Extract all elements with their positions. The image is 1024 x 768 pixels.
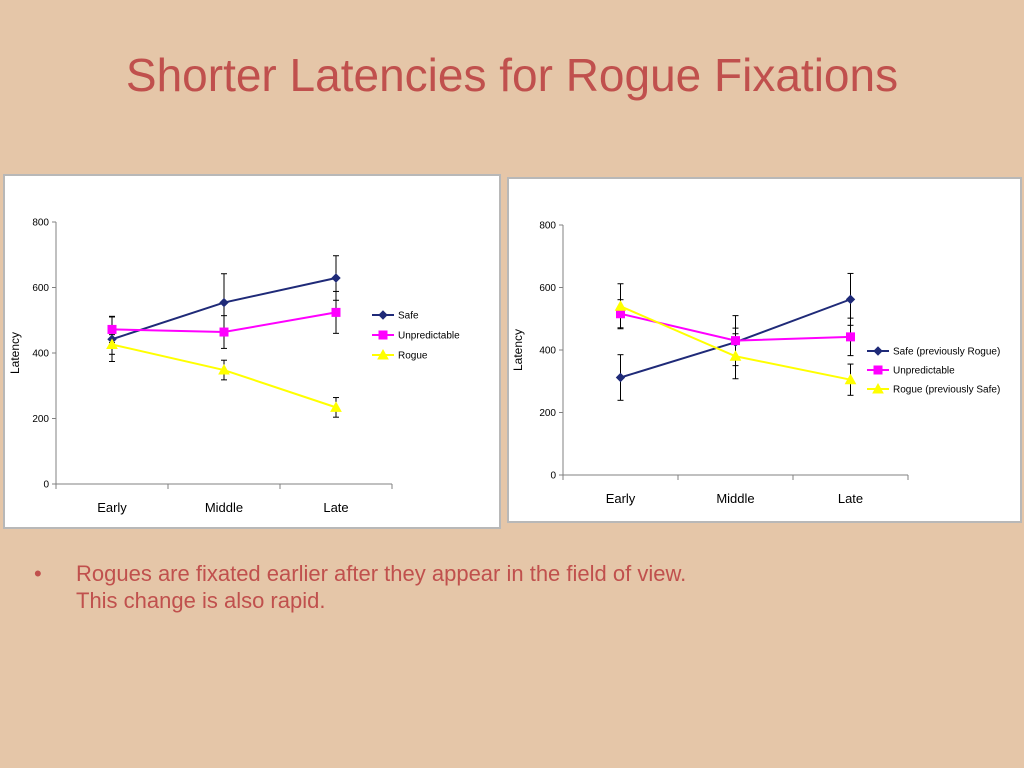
legend-marker-unpredictable	[873, 365, 883, 375]
y-tick-label: 200	[32, 414, 49, 425]
bullet-marker: •	[34, 561, 42, 586]
y-tick-label: 800	[32, 218, 49, 229]
y-tick-label: 800	[539, 221, 556, 232]
chart-panel-left: 0 200 400 600 800 Early Middle Late Latency Safe U…	[3, 174, 501, 529]
x-tick-label: Early	[606, 491, 636, 506]
legend-marker-unpredictable	[378, 330, 388, 340]
data-point-rogue	[218, 364, 230, 375]
data-point-rogue-previously-safe	[844, 373, 857, 385]
data-point-unpredictable	[331, 307, 341, 317]
bullet-text-line-1: Rogues are fixated earlier after they ap…	[76, 561, 687, 586]
legend-marker-safe	[378, 310, 388, 320]
y-axis-label: Latency	[511, 329, 525, 371]
legend-label-rogue: Rogue	[398, 351, 428, 362]
data-point-unpredictable	[731, 336, 740, 346]
legend-label-safe: Safe	[398, 311, 419, 322]
legend-label-unpredictable: Unpredictable	[398, 331, 460, 342]
legend-label-unpredictable: Unpredictable	[893, 366, 955, 377]
x-tick-label: Late	[838, 491, 863, 506]
data-point-unpredictable	[846, 332, 855, 342]
bullet-text-line-2: This change is also rapid.	[76, 588, 326, 613]
y-tick-label: 600	[32, 283, 49, 294]
x-tick-label: Late	[323, 500, 348, 515]
bullet-item: • Rogues are fixated earlier after they …	[34, 560, 934, 614]
legend-marker-rogue-previously-safe	[872, 382, 884, 394]
x-tick-label: Early	[97, 500, 127, 515]
y-tick-label: 400	[32, 349, 49, 360]
bullet-list: • Rogues are fixated earlier after they …	[34, 560, 934, 614]
data-point-unpredictable	[107, 324, 117, 334]
y-tick-label: 600	[539, 283, 556, 294]
y-tick-label: 0	[550, 471, 556, 482]
y-tick-label: 0	[43, 480, 49, 491]
y-axis-label: Latency	[8, 332, 22, 374]
data-point-rogue	[106, 338, 118, 349]
legend-label-rogue-previously-safe: Rogue (previously Safe)	[893, 385, 1000, 396]
data-point-rogue-previously-safe	[614, 300, 627, 311]
legend-marker-rogue	[377, 348, 389, 360]
data-point-rogue	[330, 401, 342, 412]
x-tick-label: Middle	[716, 491, 754, 506]
data-point-unpredictable	[219, 327, 229, 337]
data-point-safe	[331, 273, 341, 283]
data-point-safe	[219, 297, 229, 308]
x-tick-label: Middle	[205, 500, 243, 515]
data-point-unpredictable	[616, 309, 625, 319]
chart-right-svg: 0 200 400 600 800 Early Middle Late Latency Safe …	[511, 221, 1000, 507]
legend-marker-safe-previously-rogue	[873, 346, 883, 356]
data-point-rogue-previously-safe	[729, 350, 742, 361]
legend-label-safe-previously-rogue: Safe (previously Rogue)	[893, 347, 1000, 358]
slide-title: Shorter Latencies for Rogue Fixations	[125, 49, 899, 101]
y-tick-label: 200	[539, 408, 556, 419]
data-point-safe-previously-rogue	[845, 294, 856, 305]
data-point-safe-previously-rogue	[615, 372, 626, 383]
y-tick-label: 400	[539, 346, 556, 357]
chart-left-svg: 0 200 400 600 800 Early Middle Late Latency Safe U…	[8, 218, 460, 516]
chart-panel-right: 0 200 400 600 800 Early Middle Late Latency Safe …	[507, 177, 1022, 523]
